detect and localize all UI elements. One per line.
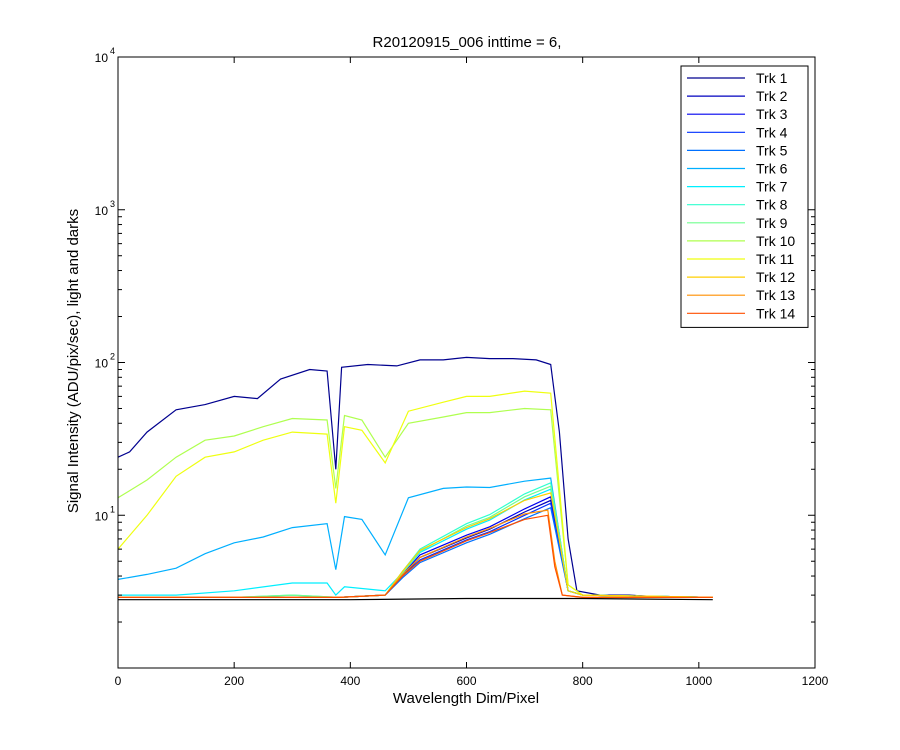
y-tick-label: 10 xyxy=(95,51,109,65)
legend-label: Trk 12 xyxy=(756,269,795,285)
x-tick-label: 200 xyxy=(224,674,244,688)
series-line-11 xyxy=(117,390,713,598)
x-tick-label: 400 xyxy=(340,674,360,688)
legend-label: Trk 14 xyxy=(756,305,795,321)
legend-label: Trk 4 xyxy=(756,124,788,140)
series-layer xyxy=(117,356,713,601)
x-tick-label: 600 xyxy=(456,674,476,688)
x-tick-label: 1000 xyxy=(685,674,712,688)
legend-label: Trk 7 xyxy=(756,179,788,195)
y-tick-label: 10 xyxy=(95,204,109,218)
legend-label: Trk 2 xyxy=(756,88,788,104)
x-tick-label: 800 xyxy=(573,674,593,688)
y-tick-exponent: 2 xyxy=(110,352,115,362)
y-tick-exponent: 3 xyxy=(110,199,115,209)
legend-label: Trk 9 xyxy=(756,215,788,231)
series-line-1 xyxy=(117,356,713,598)
chart-title: R20120915_006 inttime = 6, xyxy=(373,34,562,51)
y-tick-label: 10 xyxy=(95,357,109,371)
x-tick-label: 0 xyxy=(115,674,122,688)
series-line-14 xyxy=(118,514,713,598)
legend: Trk 1 Trk 2 Trk 3 Trk 4 Trk 5 Trk 6 Trk 7 Trk 8… xyxy=(680,65,809,328)
y-axis-label: Signal Intensity (ADU/pix/sec), light an… xyxy=(65,209,82,513)
legend-box xyxy=(680,65,809,328)
series-line-10 xyxy=(117,407,713,598)
series-line-15 xyxy=(118,597,713,601)
legend-label: Trk 13 xyxy=(756,287,795,303)
x-axis-label: Wavelength Dim/Pixel xyxy=(393,690,539,707)
plot-frame xyxy=(117,56,816,669)
x-tick-label: 1200 xyxy=(802,674,829,688)
legend-label: Trk 5 xyxy=(756,142,788,158)
x-axis: 0 200 400 600 800 1000 1200 xyxy=(115,57,829,688)
legend-label: Trk 6 xyxy=(756,161,788,177)
y-tick-exponent: 1 xyxy=(110,504,115,514)
y-tick-label: 10 xyxy=(95,509,109,523)
legend-label: Trk 10 xyxy=(756,233,795,249)
legend-label: Trk 1 xyxy=(756,70,788,86)
legend-label: Trk 3 xyxy=(756,106,788,122)
legend-label: Trk 11 xyxy=(756,251,794,267)
legend-label: Trk 8 xyxy=(756,197,788,213)
y-tick-exponent: 4 xyxy=(110,46,115,56)
